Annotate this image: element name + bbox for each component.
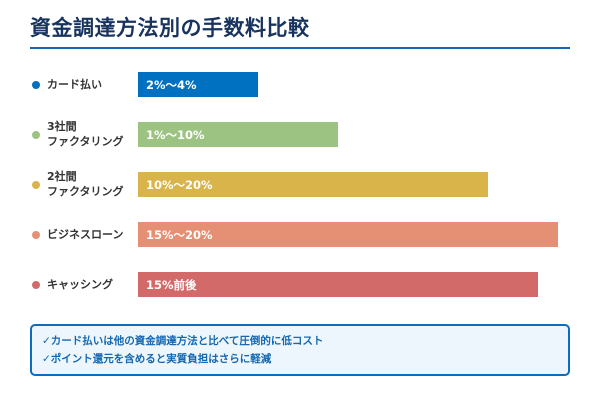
data-label: 15%〜20% bbox=[146, 228, 213, 242]
legend-dot bbox=[32, 231, 40, 239]
legend-dot bbox=[32, 131, 40, 139]
category-label-line: カード払い bbox=[47, 78, 102, 91]
bar-row: キャッシング 15%前後 bbox=[0, 272, 600, 297]
note-1: ✓カード払いは他の資金調達方法と比べて圧倒的に低コスト bbox=[42, 335, 324, 347]
data-label: 10%〜20% bbox=[146, 178, 213, 192]
category-label: カード払い bbox=[47, 77, 102, 92]
bar-row: ビジネスローン 15%〜20% bbox=[0, 222, 600, 247]
data-label: 2%〜4% bbox=[146, 78, 197, 92]
category-label-line: ビジネスローン bbox=[47, 228, 124, 241]
category-label-line: キャッシング bbox=[47, 278, 113, 291]
title-underline bbox=[30, 47, 570, 49]
bar: 2%〜4% bbox=[138, 72, 259, 97]
bar-row: カード払い 2%〜4% bbox=[0, 72, 600, 97]
bar: 15%〜20% bbox=[138, 222, 558, 247]
data-label: 15%前後 bbox=[146, 278, 197, 292]
note-2: ✓ポイント還元を含めると実質負担はさらに軽減 bbox=[42, 353, 272, 365]
category-label-line: ファクタリング bbox=[47, 135, 124, 148]
legend-dot bbox=[32, 81, 40, 89]
category-label: キャッシング bbox=[47, 277, 113, 292]
summary-box: ✓カード払いは他の資金調達方法と比べて圧倒的に低コスト ✓ポイント還元を含めると… bbox=[30, 324, 570, 376]
bar: 10%〜20% bbox=[138, 172, 488, 197]
category-label-line: 2社間 bbox=[47, 170, 77, 183]
category-label: 3社間ファクタリング bbox=[47, 119, 124, 149]
bar-row: 3社間ファクタリング 1%〜10% bbox=[0, 119, 600, 149]
legend-dot bbox=[32, 281, 40, 289]
bar: 15%前後 bbox=[138, 272, 538, 297]
category-label-line: 3社間 bbox=[47, 120, 77, 133]
category-label: ビジネスローン bbox=[47, 227, 123, 242]
legend-dot bbox=[32, 181, 40, 189]
chart-title: 資金調達方法別の手数料比較 bbox=[30, 16, 310, 40]
bar: 1%〜10% bbox=[138, 122, 338, 147]
category-label: 2社間ファクタリング bbox=[47, 169, 124, 199]
data-label: 1%〜10% bbox=[146, 128, 205, 142]
category-label-line: ファクタリング bbox=[47, 185, 124, 198]
bar-row: 2社間ファクタリング 10%〜20% bbox=[0, 169, 600, 199]
